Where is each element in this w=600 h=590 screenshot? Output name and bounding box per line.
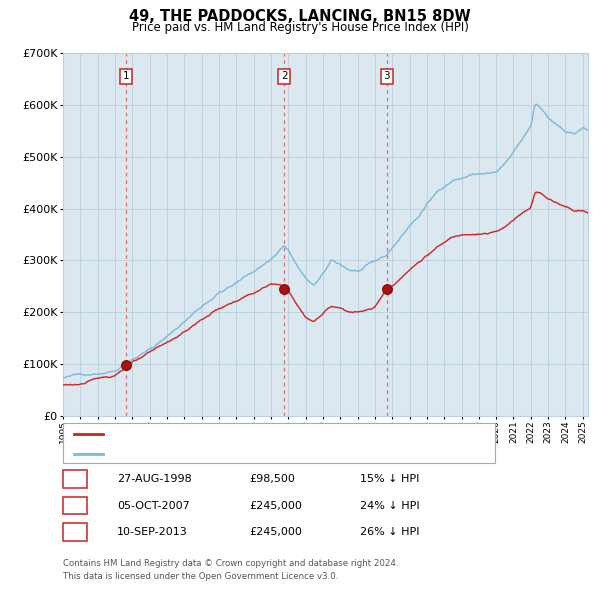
Text: 2: 2	[71, 501, 79, 510]
Text: 1: 1	[123, 71, 130, 81]
Text: HPI: Average price, detached house, Adur: HPI: Average price, detached house, Adur	[108, 450, 325, 460]
Text: 49, THE PADDOCKS, LANCING, BN15 8DW: 49, THE PADDOCKS, LANCING, BN15 8DW	[129, 9, 471, 24]
Text: Price paid vs. HM Land Registry's House Price Index (HPI): Price paid vs. HM Land Registry's House …	[131, 21, 469, 34]
Text: 27-AUG-1998: 27-AUG-1998	[117, 474, 192, 484]
Text: 26% ↓ HPI: 26% ↓ HPI	[360, 527, 419, 537]
Text: 05-OCT-2007: 05-OCT-2007	[117, 501, 190, 510]
Text: 24% ↓ HPI: 24% ↓ HPI	[360, 501, 419, 510]
Text: 10-SEP-2013: 10-SEP-2013	[117, 527, 188, 537]
Text: 1: 1	[71, 474, 79, 484]
Text: Contains HM Land Registry data © Crown copyright and database right 2024.: Contains HM Land Registry data © Crown c…	[63, 559, 398, 568]
Text: This data is licensed under the Open Government Licence v3.0.: This data is licensed under the Open Gov…	[63, 572, 338, 581]
Text: 49, THE PADDOCKS, LANCING, BN15 8DW (detached house): 49, THE PADDOCKS, LANCING, BN15 8DW (det…	[108, 430, 421, 440]
Text: 3: 3	[383, 71, 390, 81]
Text: £245,000: £245,000	[249, 501, 302, 510]
Text: 2: 2	[281, 71, 287, 81]
Text: £245,000: £245,000	[249, 527, 302, 537]
Text: 3: 3	[71, 527, 79, 537]
Text: 15% ↓ HPI: 15% ↓ HPI	[360, 474, 419, 484]
Text: £98,500: £98,500	[249, 474, 295, 484]
